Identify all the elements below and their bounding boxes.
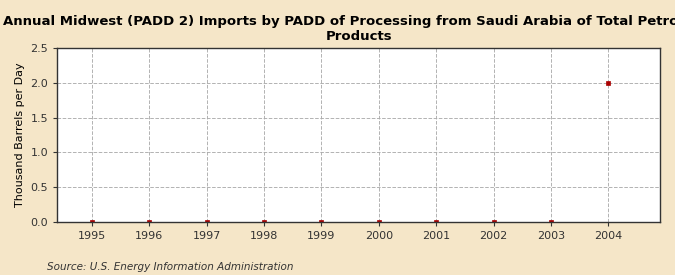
Y-axis label: Thousand Barrels per Day: Thousand Barrels per Day — [15, 63, 25, 207]
Text: Source: U.S. Energy Information Administration: Source: U.S. Energy Information Administ… — [47, 262, 294, 272]
Title: Annual Midwest (PADD 2) Imports by PADD of Processing from Saudi Arabia of Total: Annual Midwest (PADD 2) Imports by PADD … — [3, 15, 675, 43]
